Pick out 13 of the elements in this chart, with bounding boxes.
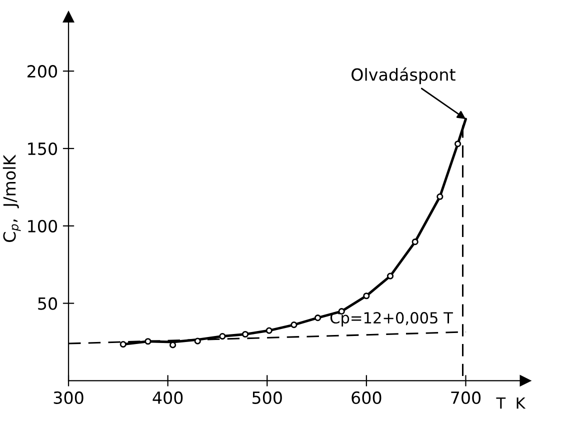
x-axis-title: T K bbox=[496, 398, 526, 409]
y-tick-label: 150 bbox=[28, 142, 57, 156]
annotation: Olvadáspont bbox=[352, 67, 456, 84]
x-tick-label: 700 bbox=[451, 391, 481, 404]
x-tick-label: 300 bbox=[54, 391, 84, 404]
x-tick-label: 500 bbox=[252, 391, 282, 404]
x-tick-label: 400 bbox=[152, 391, 183, 404]
y-tick-label: 100 bbox=[28, 220, 57, 232]
x-tick-label: 600 bbox=[352, 391, 382, 404]
y-axis-title: C$_{p}$, J/molK bbox=[2, 154, 21, 242]
y-tick-label: 200 bbox=[28, 65, 57, 78]
annotation: Cp=12+0,005 T bbox=[330, 312, 453, 327]
y-tick-label: 50 bbox=[38, 297, 57, 310]
